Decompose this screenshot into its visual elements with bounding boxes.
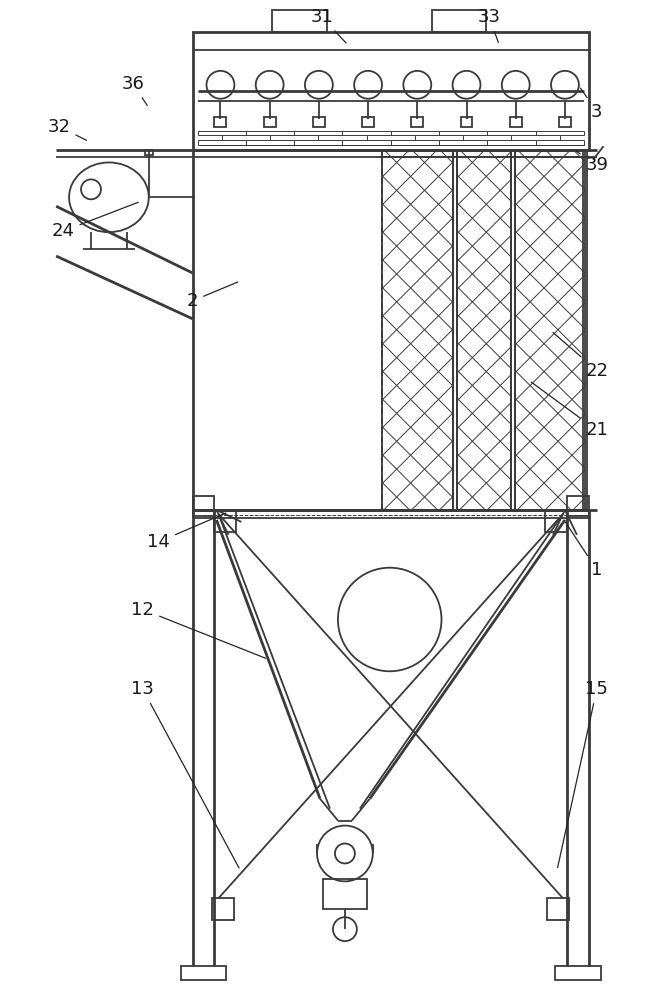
- Bar: [432, 10, 486, 32]
- Text: 14: 14: [147, 513, 226, 551]
- Text: 3: 3: [580, 88, 602, 121]
- Bar: [461, 117, 473, 127]
- Bar: [510, 117, 522, 127]
- Bar: [323, 879, 367, 909]
- Bar: [215, 117, 226, 127]
- Bar: [313, 117, 325, 127]
- Bar: [559, 117, 571, 127]
- Bar: [545, 510, 567, 532]
- Text: 12: 12: [132, 601, 266, 658]
- Bar: [193, 32, 589, 150]
- Bar: [547, 898, 569, 920]
- Text: 36: 36: [121, 75, 147, 105]
- Text: 13: 13: [132, 680, 239, 868]
- Text: 32: 32: [48, 118, 86, 140]
- Bar: [555, 966, 600, 980]
- Bar: [362, 117, 374, 127]
- Text: 15: 15: [557, 680, 608, 868]
- Bar: [567, 496, 589, 516]
- Text: 22: 22: [553, 333, 608, 380]
- Bar: [181, 966, 226, 980]
- Bar: [272, 10, 327, 32]
- Text: 39: 39: [576, 151, 608, 174]
- Text: 21: 21: [531, 382, 608, 439]
- Bar: [215, 510, 236, 532]
- Text: 24: 24: [52, 202, 138, 240]
- Text: 2: 2: [187, 282, 238, 310]
- Text: 33: 33: [478, 8, 501, 42]
- Text: 31: 31: [310, 8, 346, 43]
- Bar: [264, 117, 275, 127]
- Bar: [193, 496, 215, 516]
- Bar: [515, 150, 585, 510]
- Bar: [382, 150, 453, 510]
- Bar: [412, 117, 423, 127]
- Bar: [457, 150, 511, 510]
- Bar: [212, 898, 234, 920]
- Text: 1: 1: [566, 522, 602, 579]
- Bar: [144, 150, 153, 155]
